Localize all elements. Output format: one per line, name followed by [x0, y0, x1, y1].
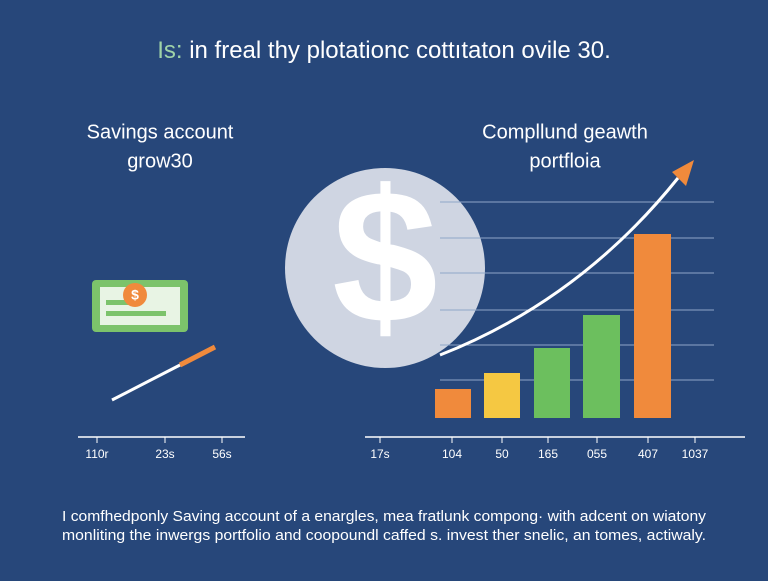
axis-label: 055 — [587, 447, 607, 461]
axis-label: 17s — [370, 447, 389, 461]
savings-line-end — [178, 344, 217, 368]
axis-label: 165 — [538, 447, 558, 461]
footer-line: I comfhedponly Saving account of a enarg… — [62, 509, 707, 525]
right-title: Compllund geawth portfloia — [482, 121, 648, 172]
bar — [583, 315, 620, 418]
panel-title: grow30 — [127, 150, 193, 172]
left-title: Savings account grow30 — [87, 121, 234, 172]
cash-icon: $ — [92, 280, 188, 332]
title-text: in freal thy plotationc cottıtaton ovile… — [189, 37, 611, 64]
cash-line — [106, 300, 136, 305]
footer: I comfhedponly Saving account of a enarg… — [62, 509, 707, 544]
coin — [123, 283, 147, 307]
axis-label: 407 — [638, 447, 658, 461]
right-axis-labels: 17s 104 50 165 055 407 1037 — [370, 437, 709, 461]
bar — [634, 234, 671, 418]
axis-label: 1037 — [682, 447, 709, 461]
savings-line — [111, 363, 181, 402]
left-axis-labels: 110r 23s 56s — [85, 437, 232, 461]
footer-line: monliting the inwergs portfolio and coop… — [62, 528, 706, 544]
title-prefix: Is: — [157, 37, 182, 64]
axis-label: 104 — [442, 447, 462, 461]
dollar-sign: $ — [332, 151, 438, 363]
bar — [534, 348, 570, 418]
panel-title: Compllund geawth — [482, 121, 648, 143]
growth-arrow — [672, 160, 694, 186]
panel-title: portfloia — [529, 150, 601, 172]
growth-curve — [439, 177, 680, 357]
panel-title: Savings account — [87, 121, 234, 143]
coin-symbol: $ — [131, 287, 139, 303]
axis-label: 110r — [85, 447, 108, 461]
bar — [484, 373, 520, 418]
axis-label: 50 — [495, 447, 509, 461]
dollar-circle — [285, 168, 485, 368]
axis-label: 56s — [212, 447, 231, 461]
title: Is: in freal thy plotationc cottıtaton o… — [157, 37, 611, 64]
axis-label: 23s — [155, 447, 174, 461]
bar — [435, 389, 471, 418]
cash-line — [106, 311, 166, 316]
